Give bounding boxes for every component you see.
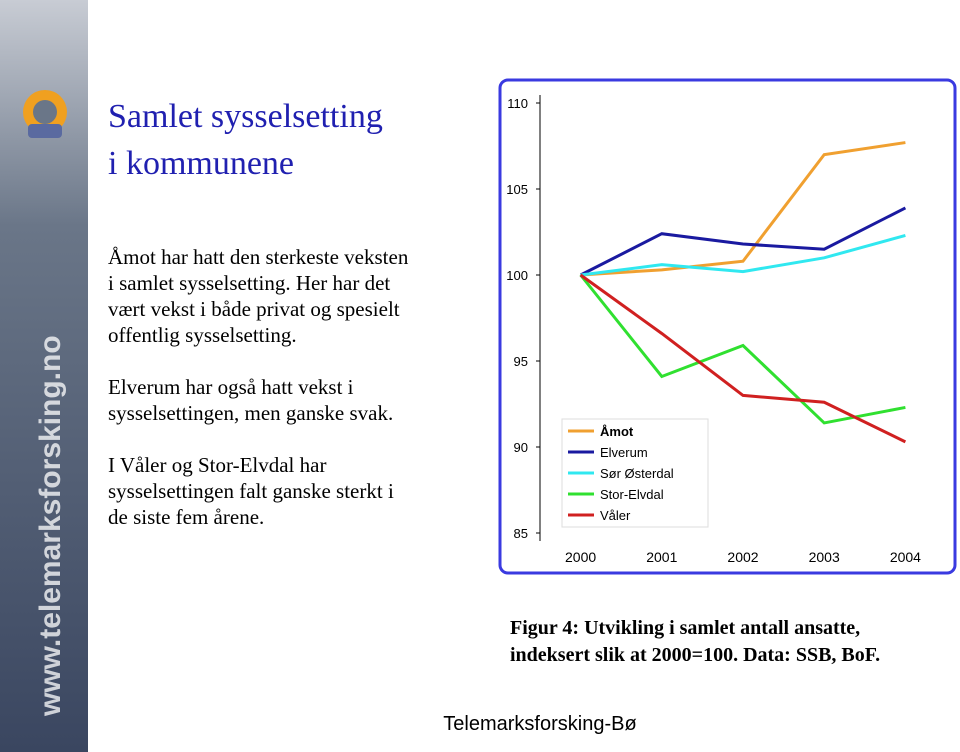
y-tick-label: 85 <box>514 526 528 541</box>
x-tick-label: 2003 <box>809 549 840 565</box>
footer: Telemarksforsking-Bø <box>443 713 636 735</box>
body-text: Elverum har også hatt vekst i <box>108 375 354 399</box>
body-text: sysselsettingen, men ganske svak. <box>108 401 393 425</box>
body-text: de siste fem årene. <box>108 505 264 529</box>
figure-caption: indeksert slik at 2000=100. Data: SSB, B… <box>510 644 880 666</box>
sidebar-text: www.telemarksforsking.no <box>34 335 67 717</box>
series-line <box>579 274 906 425</box>
legend-label: Elverum <box>600 445 648 460</box>
body-text: offentlig sysselsetting. <box>108 323 297 347</box>
slide-title: i kommunene <box>108 145 294 182</box>
legend-label: Våler <box>600 508 631 523</box>
chart: 85 90 95 100 105 110 2000 2001 2002 2003 2004 Åmot E… <box>506 95 921 565</box>
series-line <box>579 273 907 444</box>
figure-caption: Figur 4: Utvikling i samlet antall ansat… <box>510 617 860 639</box>
body-text: i samlet sysselsetting. Her har det <box>108 271 390 295</box>
y-tick-label: 95 <box>514 354 528 369</box>
series-line <box>579 206 907 277</box>
legend-label: Sør Østerdal <box>600 466 674 481</box>
y-tick-label: 105 <box>506 182 528 197</box>
x-tick-label: 2004 <box>890 549 921 565</box>
slide-title: Samlet sysselsetting <box>108 98 383 135</box>
body-text: I Våler og Stor-Elvdal har <box>108 453 326 477</box>
body-text: sysselsettingen falt ganske sterkt i <box>108 479 394 503</box>
chart-frame <box>498 78 957 575</box>
y-tick-label: 90 <box>514 440 528 455</box>
x-tick-label: 2000 <box>565 549 596 565</box>
x-tick-label: 2002 <box>727 549 758 565</box>
body-text: vært vekst i både privat og spesielt <box>108 297 400 321</box>
body-text: Åmot har hatt den sterkeste veksten <box>108 245 409 269</box>
y-tick-label: 110 <box>507 96 528 111</box>
series-line <box>580 233 906 277</box>
x-tick-label: 2001 <box>646 549 677 565</box>
logo <box>23 90 67 138</box>
legend-label: Åmot <box>600 424 634 439</box>
legend-label: Stor-Elvdal <box>600 487 664 502</box>
series-line <box>580 141 906 277</box>
y-tick-label: 100 <box>506 268 528 283</box>
